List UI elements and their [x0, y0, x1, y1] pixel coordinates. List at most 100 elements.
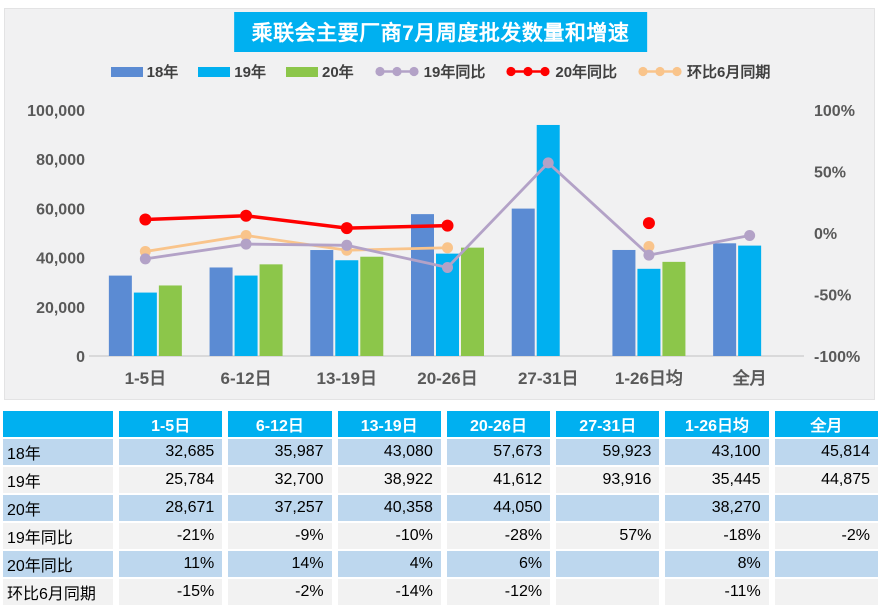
- table-value-cell: 59,923: [553, 438, 663, 466]
- bar-19年-1-26日均: [637, 268, 661, 356]
- table-value-cell: -28%: [443, 522, 554, 550]
- bar-19年-1-5日: [133, 292, 157, 356]
- table-value-cell: 35,987: [225, 438, 335, 466]
- table-value-cell: -12%: [443, 578, 554, 606]
- table-header-cell: 20-26日: [443, 410, 554, 438]
- table-value-cell: 38,922: [334, 466, 444, 494]
- row-label-cell: 20年: [0, 494, 116, 522]
- left-axis-tick-label: 40,000: [36, 251, 85, 268]
- right-axis-tick-label: 50%: [814, 165, 846, 182]
- x-axis-category-label: 20-26日: [417, 369, 477, 388]
- table-value-cell: -15%: [116, 578, 226, 606]
- bar-20年-13-19日: [360, 256, 384, 356]
- bar-18年-20-26日: [411, 214, 434, 356]
- legend-label: 18年: [146, 64, 179, 81]
- table-row-18年: 18年 32,685 35,987 43,080 57,673 59,923 43,100 4…: [0, 438, 881, 466]
- point-20年同比-6-12日: [240, 209, 253, 222]
- point-19年同比-27-31日: [542, 157, 554, 169]
- table-value-cell: 32,685: [116, 438, 226, 466]
- bar-19年-27-31日: [536, 124, 560, 356]
- legend-item-18年: 18年: [110, 61, 179, 82]
- row-label-cell: 18年: [0, 438, 116, 466]
- table-value-cell: 38,270: [662, 494, 772, 522]
- x-axis-category-label: 13-19日: [317, 369, 377, 388]
- point-环比6月同期-6-12日: [240, 229, 252, 241]
- table-value-cell: -2%: [771, 522, 881, 550]
- left-axis-tick-label: 80,000: [36, 152, 85, 169]
- line-20年同比: [145, 214, 448, 230]
- table-row-19年同比: 19年同比 -21% -9% -10% -28% 57% -18% -2%: [0, 522, 881, 550]
- table-value-cell: [771, 550, 881, 578]
- row-label-cell: 19年同比: [0, 522, 116, 550]
- point-19年同比-1-26日均: [643, 249, 655, 261]
- row-label-cell: 20年同比: [0, 550, 116, 578]
- point-环比6月同期-1-26日均: [643, 241, 655, 253]
- legend-label: 环比6月同期: [687, 64, 771, 81]
- chart-title: 乘联会主要厂商7月周度批发数量和增速: [233, 12, 648, 52]
- table-value-cell: -14%: [334, 578, 444, 606]
- bar-18年-全月: [713, 243, 737, 356]
- left-axis-tick-label: 0: [76, 349, 85, 366]
- legend-item-19年同比: 19年同比: [374, 61, 486, 82]
- table-row-20年同比: 20年同比 11% 14% 4% 6% 8%: [0, 550, 881, 578]
- table-value-cell: -9%: [225, 522, 335, 550]
- bar-18年-27-31日: [511, 208, 535, 356]
- bar-20年-1-26日均: [662, 261, 686, 356]
- legend-bar-swatch-icon: [198, 67, 231, 77]
- table-value-cell: -2%: [225, 578, 335, 606]
- table-value-cell: 32,700: [225, 466, 335, 494]
- table-row-环比6月同期: 环比6月同期 -15% -2% -14% -12% -11%: [0, 578, 881, 606]
- legend-item-20年同比: 20年同比: [505, 61, 617, 82]
- legend-line-swatch-icon: [638, 66, 682, 77]
- table-corner-cell: [0, 410, 116, 438]
- table-value-cell: -11%: [662, 578, 772, 606]
- legend-label: 20年: [321, 64, 354, 81]
- row-label-cell: 19年: [0, 466, 116, 494]
- point-19年同比-6-12日: [240, 238, 252, 250]
- table-value-cell: 44,875: [771, 466, 881, 494]
- table-header-cell: 1-26日均: [662, 410, 772, 438]
- bar-18年-1-5日: [108, 275, 132, 356]
- bar-19年-20-26日: [436, 253, 459, 356]
- chart-legend: 18年 19年 20年 19年同比 20年同比 环比6月同期: [0, 61, 881, 82]
- table-header-cell: 27-31日: [553, 410, 663, 438]
- combo-chart-plot: 0 20,000 40,000 60,000 80,000 100,000 -100% -50…: [27, 103, 860, 388]
- table-value-cell: 8%: [662, 550, 772, 578]
- x-axis-category-label: 6-12日: [221, 369, 272, 388]
- data-table: 1-5日 6-12日 13-19日 20-26日 27-31日 1-26日均 全月 18年 3…: [0, 410, 881, 606]
- legend-item-20年: 20年: [285, 61, 354, 82]
- legend-label: 19年: [234, 64, 266, 81]
- bar-18年-13-19日: [310, 250, 334, 356]
- point-20年同比-1-5日: [139, 213, 152, 226]
- legend-label: 19年同比: [423, 64, 486, 81]
- x-axis-category-label: 全月: [732, 368, 767, 388]
- bar-18年-6-12日: [209, 267, 233, 356]
- table-value-cell: 43,080: [334, 438, 444, 466]
- table-row-19年: 19年 25,784 32,700 38,922 41,612 93,916 35,445 4…: [0, 466, 881, 494]
- bar-19年-全月: [738, 245, 762, 356]
- table-value-cell: 45,814: [771, 438, 881, 466]
- point-19年同比-20-26日: [442, 261, 453, 273]
- point-19年同比-全月: [744, 229, 756, 241]
- right-axis-tick-label: 100%: [814, 103, 855, 120]
- table-value-cell: 43,100: [662, 438, 772, 466]
- bar-18年-1-26日均: [612, 249, 636, 356]
- table-value-cell: [553, 550, 663, 578]
- left-axis-tick-label: 100,000: [27, 103, 85, 120]
- line-环比6月同期: [145, 234, 448, 253]
- table-value-cell: 37,257: [225, 494, 335, 522]
- right-axis-tick-label: -50%: [814, 288, 851, 305]
- table-value-cell: 6%: [443, 550, 554, 578]
- point-环比6月同期-20-26日: [442, 242, 453, 254]
- x-axis-category-label: 1-5日: [125, 369, 167, 388]
- right-axis-tick-label: 0%: [814, 226, 837, 243]
- table-value-cell: [771, 494, 881, 522]
- legend-item-环比6月同期: 环比6月同期: [637, 61, 770, 82]
- table-header-cell: 全月: [771, 410, 881, 438]
- legend-line-swatch-icon: [375, 66, 419, 77]
- x-axis-category-label: 1-26日均: [615, 368, 683, 388]
- table-header-row: 1-5日 6-12日 13-19日 20-26日 27-31日 1-26日均 全月: [0, 410, 881, 438]
- right-axis-tick-label: -100%: [814, 349, 860, 366]
- table-value-cell: 11%: [116, 550, 226, 578]
- point-19年同比-13-19日: [341, 239, 353, 251]
